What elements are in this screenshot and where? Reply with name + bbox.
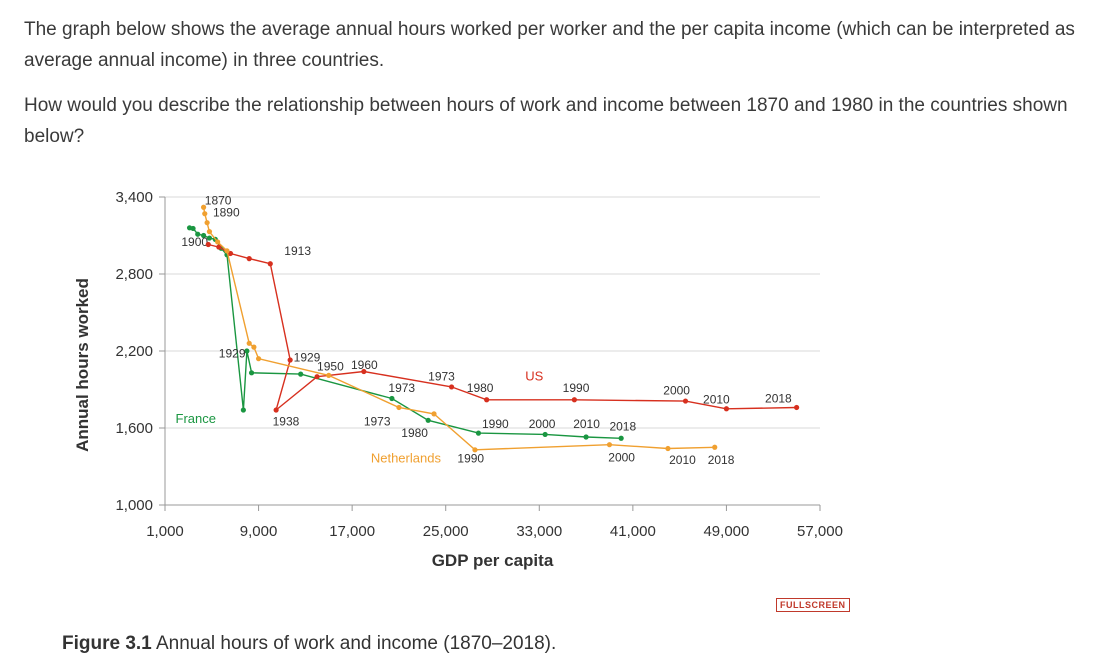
netherlands-data-point [206,229,213,235]
netherlands-year-label: 1990 [457,452,484,466]
y-tick-label: 3,400 [115,189,153,206]
france-data-point [583,434,589,440]
france-data-point [542,431,548,438]
netherlands-year-label: 1980 [401,426,428,440]
us-data-point [216,244,222,250]
netherlands-data-point [665,445,671,452]
netherlands-data-point [606,442,613,448]
netherlands-data-point [712,444,718,450]
us-data-point [273,407,279,413]
y-tick-label: 1,000 [115,497,153,514]
us-year-label: 1960 [351,358,378,372]
france-year-label: 1973 [388,381,415,395]
x-tick-label: 1,000 [146,523,184,540]
netherlands-year-label: 1973 [364,414,391,428]
france-data-point [206,235,213,241]
y-tick-label: 2,800 [115,266,153,283]
netherlands-data-point [204,220,210,226]
france-data-point [244,348,250,354]
france-data-point [425,417,431,423]
us-data-point [287,357,293,363]
france-data-point [195,231,201,237]
france-data-point [298,371,304,377]
france-year-label: 1929 [219,346,246,360]
france-data-point [200,232,207,239]
netherlands-data-point [202,211,208,217]
netherlands-year-label: 2000 [608,450,635,464]
x-axis-label: GDP per capita [432,551,554,570]
us-year-label: 2010 [703,393,730,407]
us-data-point [723,406,730,412]
us-data-point [361,368,367,375]
netherlands-data-point [326,372,332,378]
france-year-label: 2000 [529,417,556,431]
netherlands-data-point [396,404,402,411]
us-year-label: 1973 [428,370,455,384]
netherlands-data-point [255,356,262,362]
us-year-label: 1913 [284,244,311,258]
netherlands-data-point [431,411,437,417]
netherlands-data-point [251,344,257,350]
france-data-point [389,395,395,402]
figure-caption: Figure 3.1 Annual hours of work and inco… [62,633,556,655]
netherlands-series-label: Netherlands [371,451,442,466]
y-axis-label: Annual hours worked [73,278,92,452]
netherlands-data-point [224,248,230,254]
y-tick-label: 1,600 [115,420,153,437]
netherlands-series-line [202,207,715,451]
us-year-label: 2018 [765,391,792,405]
us-series-line [208,243,797,412]
netherlands-data-point [246,340,252,346]
us-data-point [448,384,455,390]
x-tick-label: 33,000 [516,523,562,540]
x-tick-label: 41,000 [610,523,656,540]
us-year-label: 1950 [317,359,344,373]
us-series-label: US [525,369,543,384]
france-data-point [248,370,255,376]
x-tick-label: 49,000 [703,523,749,540]
us-data-point [205,241,211,248]
france-data-point [240,407,246,413]
netherlands-year-label: 2018 [708,453,735,467]
netherlands-data-point [200,204,207,210]
us-data-point [267,261,273,267]
us-year-label: 2000 [663,384,690,398]
us-data-point [314,374,320,380]
us-data-point [571,397,577,403]
us-year-label: 1990 [563,381,590,395]
france-series-label: France [176,411,216,426]
figure-caption-text: Annual hours of work and income (1870–20… [151,633,557,654]
france-year-label: 1900 [181,235,208,249]
us-data-point [246,256,252,262]
netherlands-year-label: 1890 [213,205,240,219]
france-year-label: 1990 [482,417,509,431]
intro-paragraph: The graph below shows the average annual… [24,19,1075,71]
netherlands-data-point [215,239,221,245]
hours-income-chart: 1,000 1,600 2,200 2,800 3,400 1,000 9,000 17,00… [73,189,843,570]
netherlands-data-point [472,447,478,453]
x-tick-label: 9,000 [240,523,278,540]
x-tick-label: 17,000 [329,523,375,540]
france-data-point [475,430,482,436]
france-year-label: 2010 [573,417,600,431]
france-data-point [190,225,196,232]
france-year-label: 2018 [609,420,636,434]
figure-label: Figure 3.1 [62,633,152,654]
us-data-point [794,404,800,411]
france-data-point [618,435,624,441]
us-year-label: 1929 [294,350,321,364]
question-paragraph: How would you describe the relationship … [24,95,1068,147]
x-tick-label: 57,000 [797,523,843,540]
us-data-point [484,397,490,403]
x-tick-label: 25,000 [423,523,469,540]
us-year-label: 1980 [467,381,494,395]
us-data-point [682,398,689,404]
us-year-label: 1938 [273,414,300,428]
y-tick-label: 2,200 [115,343,153,360]
netherlands-year-label: 1870 [205,194,232,208]
netherlands-year-label: 2010 [669,453,696,467]
fullscreen-button[interactable]: FULLSCREEN [776,598,850,612]
